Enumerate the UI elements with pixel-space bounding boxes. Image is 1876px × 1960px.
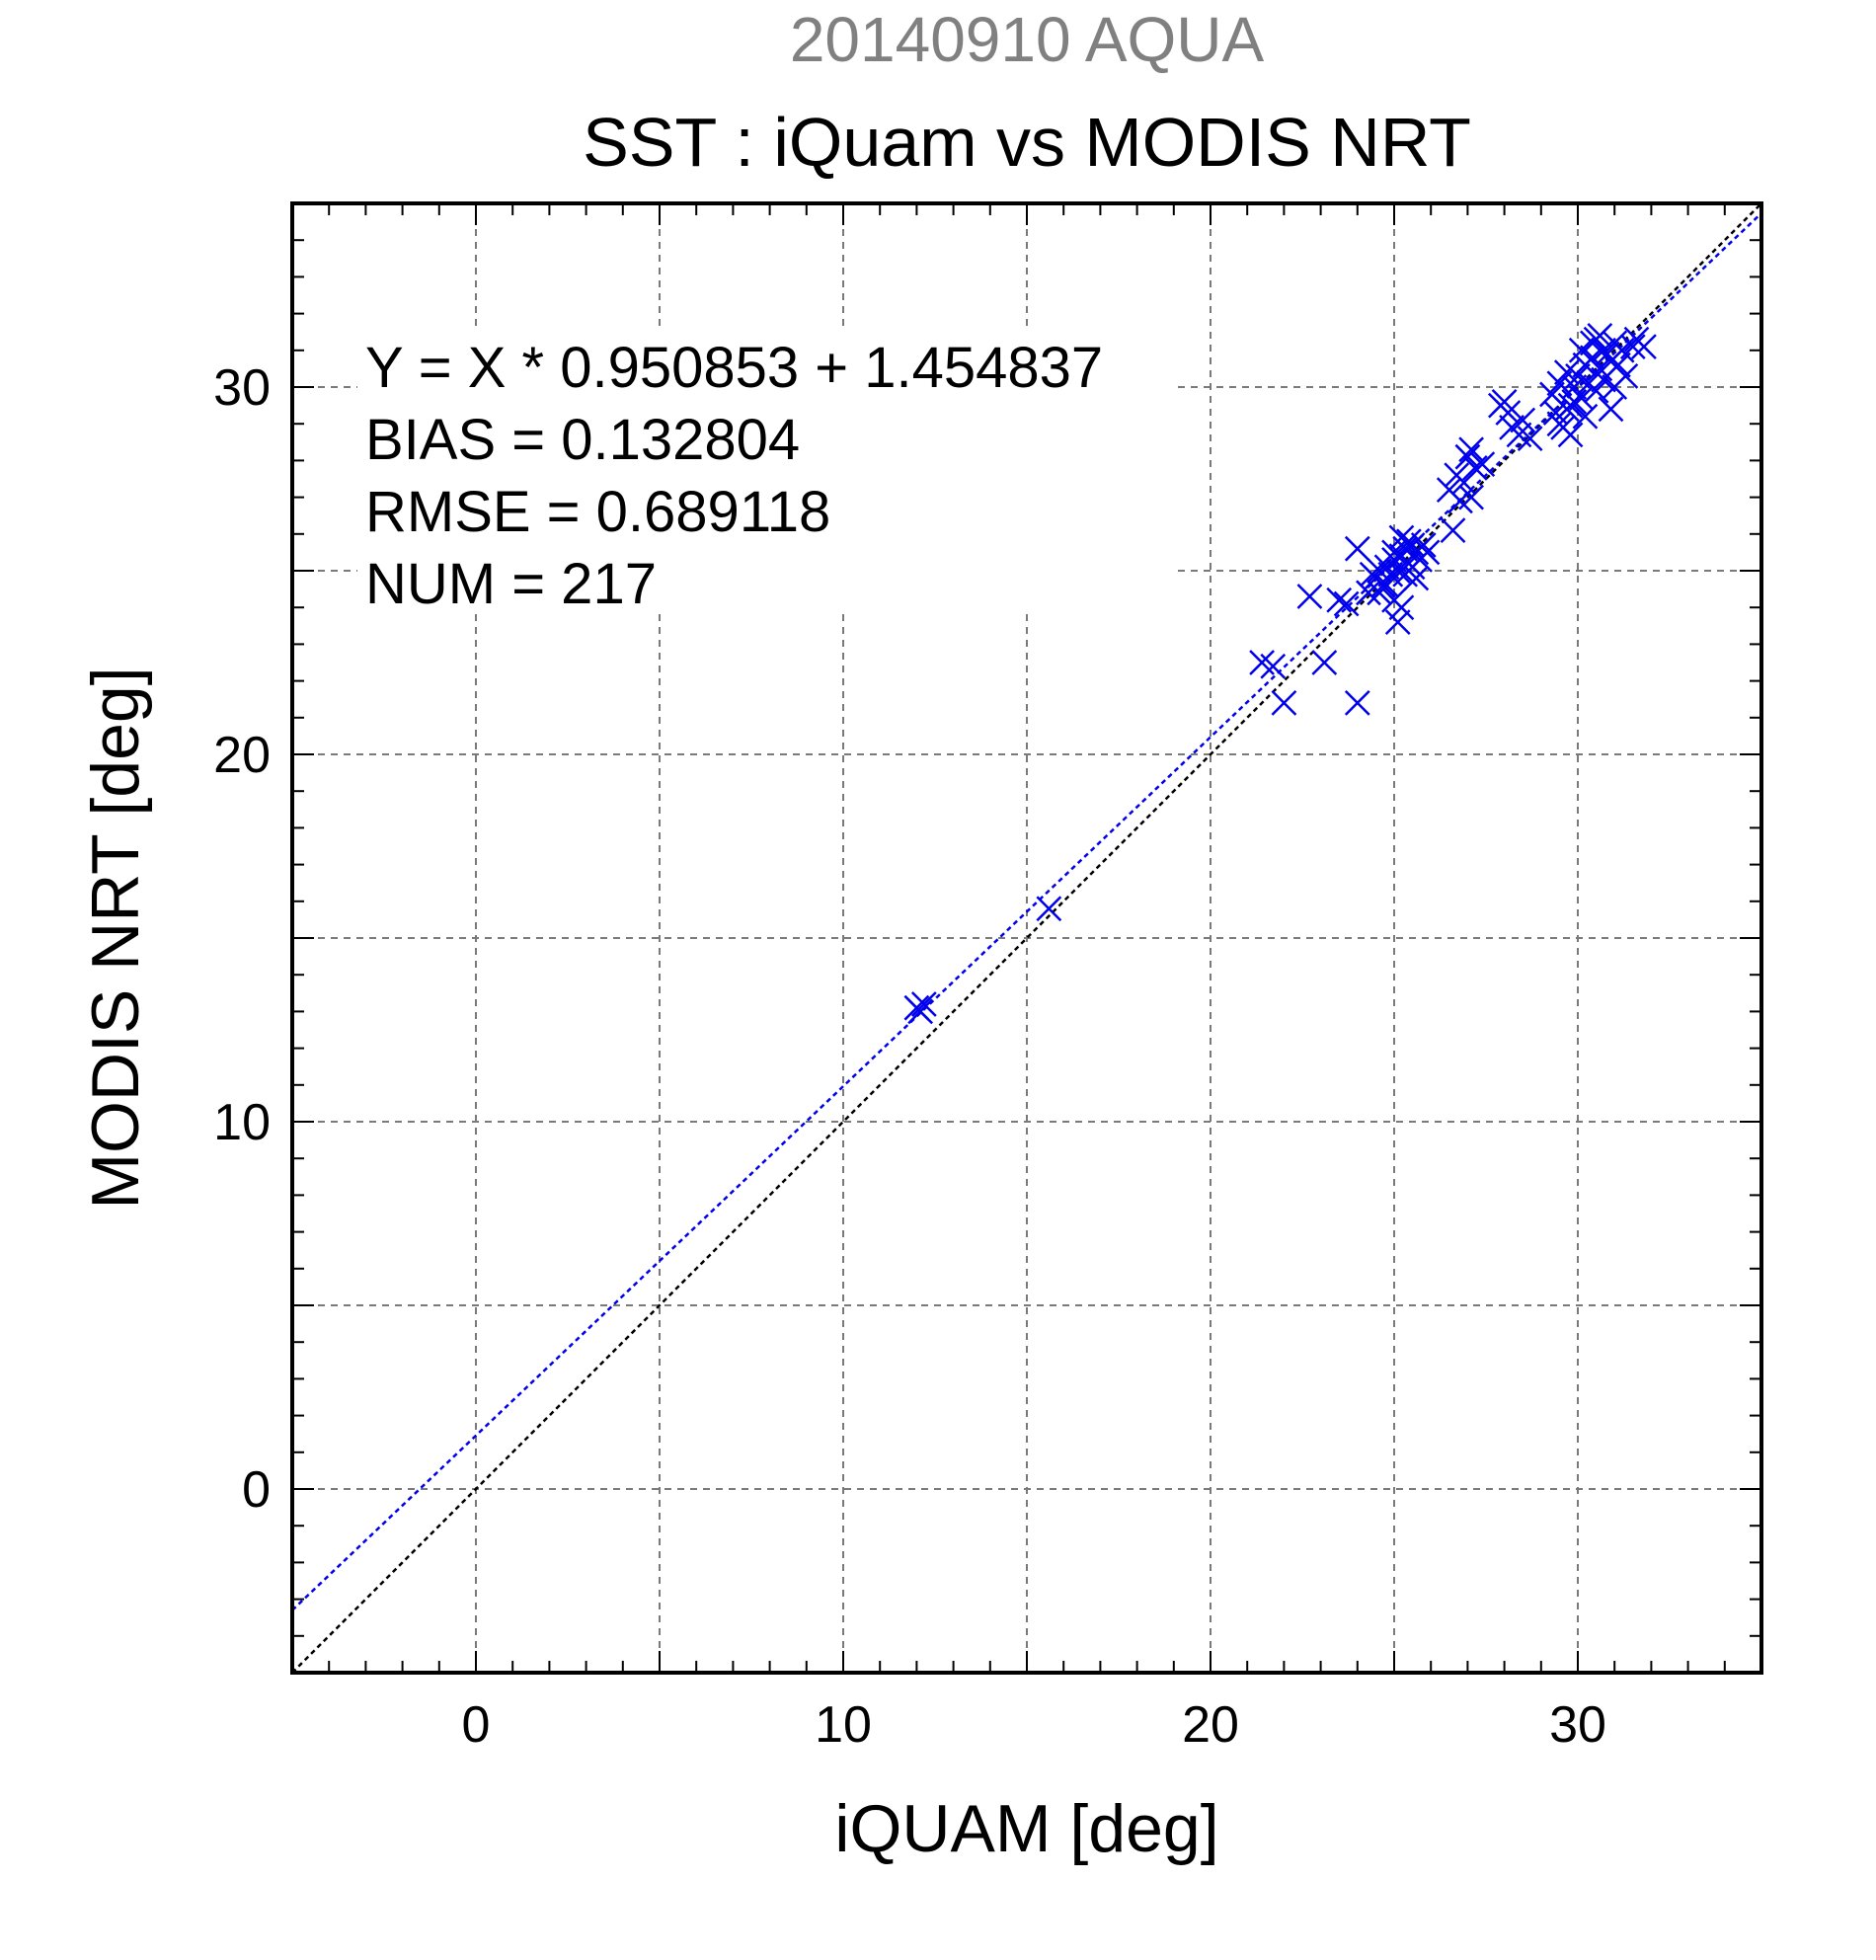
data-point (1296, 584, 1323, 609)
data-point (1458, 436, 1485, 463)
data-point (1553, 396, 1580, 423)
data-point (910, 991, 937, 1017)
data-point (1565, 362, 1591, 389)
data-point (1440, 517, 1466, 543)
data-point (1036, 896, 1062, 922)
data-point (1414, 539, 1441, 566)
x-tick-label: 30 (1549, 1696, 1606, 1754)
chart-title: SST : iQuam vs MODIS NRT (583, 104, 1471, 181)
data-point (1333, 590, 1360, 617)
annotation-rmse: RMSE = 0.689118 (365, 480, 830, 544)
data-point (1344, 535, 1370, 562)
data-point (1583, 326, 1609, 353)
data-point (1469, 451, 1496, 478)
scatter-points (903, 323, 1657, 1025)
chart-supertitle: 20140910 AQUA (790, 4, 1265, 75)
data-point (1260, 653, 1287, 679)
data-point (1454, 443, 1481, 470)
data-point (1517, 426, 1543, 451)
y-tick-labels: 0 10 20 30 (213, 359, 271, 1519)
data-point (1546, 411, 1573, 437)
data-point (1598, 349, 1624, 374)
data-point (1591, 337, 1616, 363)
data-point (907, 998, 934, 1025)
data-point (1311, 650, 1338, 675)
data-point (1344, 690, 1370, 716)
data-point (1598, 396, 1624, 423)
data-point (1510, 407, 1536, 433)
data-point (1410, 532, 1437, 558)
data-point (1546, 370, 1573, 397)
data-point (1568, 337, 1595, 363)
annotation-background (357, 328, 1177, 614)
annotation-num: NUM = 217 (365, 552, 657, 616)
data-point (1399, 532, 1426, 558)
x-axis-label: iQUAM [deg] (834, 1791, 1218, 1866)
y-tick-label: 30 (213, 359, 271, 417)
annotation-bias: BIAS = 0.132804 (365, 408, 800, 472)
regression-fit-line (291, 211, 1762, 1611)
data-point (1458, 484, 1485, 510)
annotation-regression: Y = X * 0.950853 + 1.454837 (365, 336, 1103, 400)
plot-frame (290, 201, 1763, 1675)
x-tick-label: 0 (462, 1696, 491, 1754)
data-point (1271, 690, 1297, 716)
data-point (1326, 587, 1353, 613)
y-axis-label: MODIS NRT [deg] (78, 666, 153, 1209)
data-point (1631, 334, 1657, 359)
data-point (1388, 594, 1415, 621)
x-tick-label: 20 (1182, 1696, 1239, 1754)
data-point (1384, 609, 1411, 635)
x-tick-label: 10 (815, 1696, 872, 1754)
data-point (1495, 400, 1522, 426)
data-point (1572, 403, 1599, 430)
data-point (1619, 334, 1646, 359)
x-tick-labels: 0 10 20 30 (462, 1696, 1606, 1754)
y-tick-label: 10 (213, 1094, 271, 1151)
data-point (1373, 572, 1400, 598)
data-point (1359, 561, 1385, 588)
data-point (1388, 524, 1415, 551)
y-tick-label: 0 (242, 1461, 271, 1519)
y-tick-label: 20 (213, 727, 271, 784)
data-point (1381, 539, 1407, 566)
